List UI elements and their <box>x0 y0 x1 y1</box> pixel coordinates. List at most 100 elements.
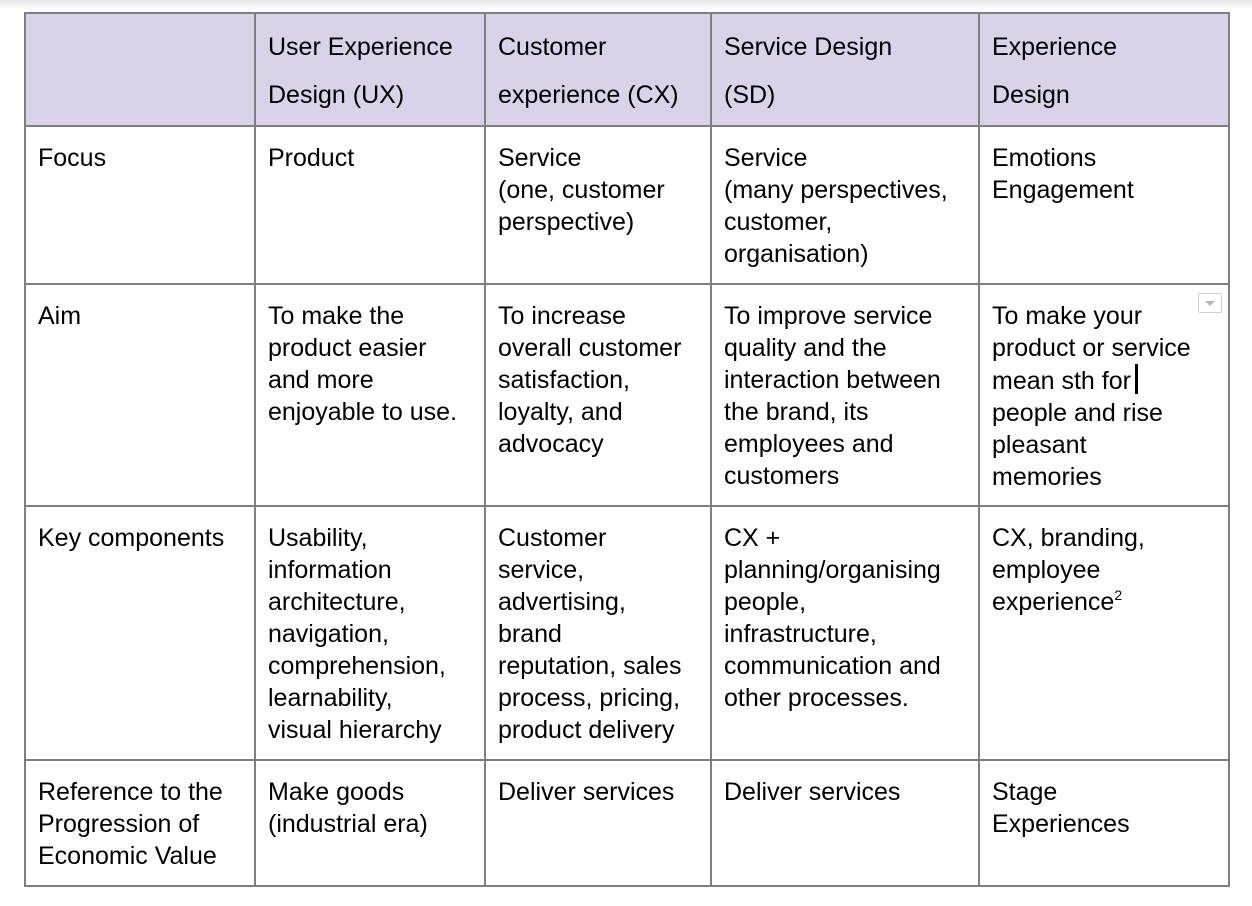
cell-key-ux[interactable]: Usability, information architecture, nav… <box>254 505 486 761</box>
footnote-reference[interactable]: 2 <box>1114 587 1123 603</box>
cell-line: Usability, <box>268 524 368 552</box>
cell-line: To make your <box>992 302 1143 330</box>
cell-line: Reference to the <box>38 778 223 806</box>
cell-key-sd[interactable]: CX + planning/organising people, infrast… <box>710 505 980 761</box>
chevron-down-icon[interactable] <box>1198 293 1222 313</box>
cell-ref-sd[interactable]: Deliver services <box>710 759 980 887</box>
header-cell-ux[interactable]: User Experience Design (UX) <box>254 12 486 127</box>
cell-line: communication and <box>724 652 941 680</box>
cell-line: visual hierarchy <box>268 716 442 744</box>
cell-line: enjoyable to use. <box>268 398 458 426</box>
header-cell-cx[interactable]: Customer experience (CX) <box>484 12 712 127</box>
cell-focus-ed[interactable]: Emotions Engagement <box>978 125 1230 285</box>
cell-line: learnability, <box>268 684 393 712</box>
cell-aim-ed[interactable]: To make your product or service mean sth… <box>978 283 1230 507</box>
row-label-key-components[interactable]: Key components <box>24 505 256 761</box>
table-row-key-components: Key components Usability, information ar… <box>24 505 1230 761</box>
cell-line: Experience <box>992 33 1118 61</box>
text-cursor <box>1134 364 1138 394</box>
cell-line: process, pricing, <box>498 684 681 712</box>
window-top-shadow <box>0 0 1252 10</box>
cell-line: Experiences <box>992 810 1130 838</box>
cell-line: quality and the <box>724 334 887 362</box>
row-label-reference[interactable]: Reference to the Progression of Economic… <box>24 759 256 887</box>
cell-line: brand <box>498 620 562 648</box>
cell-line: Deliver services <box>498 778 675 806</box>
cell-line: and more <box>268 366 374 394</box>
cell-line: User Experience <box>268 33 453 61</box>
cell-line: people and rise <box>992 399 1163 427</box>
cell-line: Design <box>992 81 1070 109</box>
cell-line: employees and <box>724 430 894 458</box>
cell-line: people, <box>724 588 807 616</box>
comparison-table: User Experience Design (UX) Customer exp… <box>24 12 1230 887</box>
cell-line: perspective) <box>498 208 635 236</box>
cell-line: service, <box>498 556 585 584</box>
cell-aim-sd[interactable]: To improve service quality and the inter… <box>710 283 980 507</box>
cell-text: mean sth for <box>992 367 1131 395</box>
row-label-aim[interactable]: Aim <box>24 283 256 507</box>
cell-line: infrastructure, <box>724 620 877 648</box>
cell-line: loyalty, and <box>498 398 623 426</box>
cell-focus-cx[interactable]: Service (one, customer perspective) <box>484 125 712 285</box>
cell-line: memories <box>992 463 1102 491</box>
cell-line: navigation, <box>268 620 389 648</box>
cell-line: Progression of <box>38 810 200 838</box>
cell-focus-sd[interactable]: Service (many perspectives, customer, or… <box>710 125 980 285</box>
cell-line: architecture, <box>268 588 406 616</box>
cell-line: Emotions <box>992 144 1097 172</box>
cell-line: reputation, sales <box>498 652 682 680</box>
cell-aim-ux[interactable]: To make the product easier and more enjo… <box>254 283 486 507</box>
cell-line: advertising, <box>498 588 626 616</box>
cell-line: (SD) <box>724 81 776 109</box>
cell-line: planning/organising <box>724 556 941 584</box>
cell-line: Aim <box>38 302 82 330</box>
row-label-focus[interactable]: Focus <box>24 125 256 285</box>
cell-line: overall customer <box>498 334 682 362</box>
cell-line: product easier <box>268 334 427 362</box>
table-row-reference: Reference to the Progression of Economic… <box>24 759 1230 887</box>
cell-line: satisfaction, <box>498 366 631 394</box>
cell-line: CX + <box>724 524 781 552</box>
cell-line: Engagement <box>992 176 1134 204</box>
cell-line: customer, <box>724 208 833 236</box>
cell-line-with-footnote: experience2 <box>992 586 1218 618</box>
cell-line: interaction between <box>724 366 941 394</box>
header-cell-sd[interactable]: Service Design (SD) <box>710 12 980 127</box>
cell-line: pleasant <box>992 431 1087 459</box>
cell-line: Customer <box>498 524 607 552</box>
cell-aim-cx[interactable]: To increase overall customer satisfactio… <box>484 283 712 507</box>
cell-line: employee <box>992 556 1101 584</box>
cell-line: Stage <box>992 778 1058 806</box>
cell-line: Product <box>268 144 355 172</box>
cell-focus-ux[interactable]: Product <box>254 125 486 285</box>
table-row-aim: Aim To make the product easier and more … <box>24 283 1230 507</box>
cell-text: experience <box>992 588 1115 616</box>
cell-line: Service <box>724 144 808 172</box>
cell-line: Key components <box>38 524 225 552</box>
cell-key-cx[interactable]: Customer service, advertising, brand rep… <box>484 505 712 761</box>
cell-line: Design (UX) <box>268 81 405 109</box>
cell-line: (industrial era) <box>268 810 428 838</box>
cell-ref-cx[interactable]: Deliver services <box>484 759 712 887</box>
cell-line: organisation) <box>724 240 869 268</box>
cell-line: To make the <box>268 302 405 330</box>
cell-line: Make goods <box>268 778 405 806</box>
cell-line: Service <box>498 144 582 172</box>
cell-line: Focus <box>38 144 107 172</box>
header-cell-ed[interactable]: Experience Design <box>978 12 1230 127</box>
header-row: User Experience Design (UX) Customer exp… <box>24 12 1230 127</box>
cell-line: information <box>268 556 392 584</box>
cell-key-ed[interactable]: CX, branding, employee experience2 <box>978 505 1230 761</box>
header-cell-corner[interactable] <box>24 12 256 127</box>
cell-line: Customer <box>498 33 607 61</box>
cell-line: advocacy <box>498 430 604 458</box>
cell-line-with-cursor: mean sth for <box>992 364 1218 397</box>
cell-line: (many perspectives, <box>724 176 948 204</box>
cell-line: the brand, its <box>724 398 869 426</box>
cell-ref-ux[interactable]: Make goods (industrial era) <box>254 759 486 887</box>
cell-line: experience (CX) <box>498 81 679 109</box>
cell-ref-ed[interactable]: Stage Experiences <box>978 759 1230 887</box>
cell-line: other processes. <box>724 684 909 712</box>
cell-line: customers <box>724 462 840 490</box>
